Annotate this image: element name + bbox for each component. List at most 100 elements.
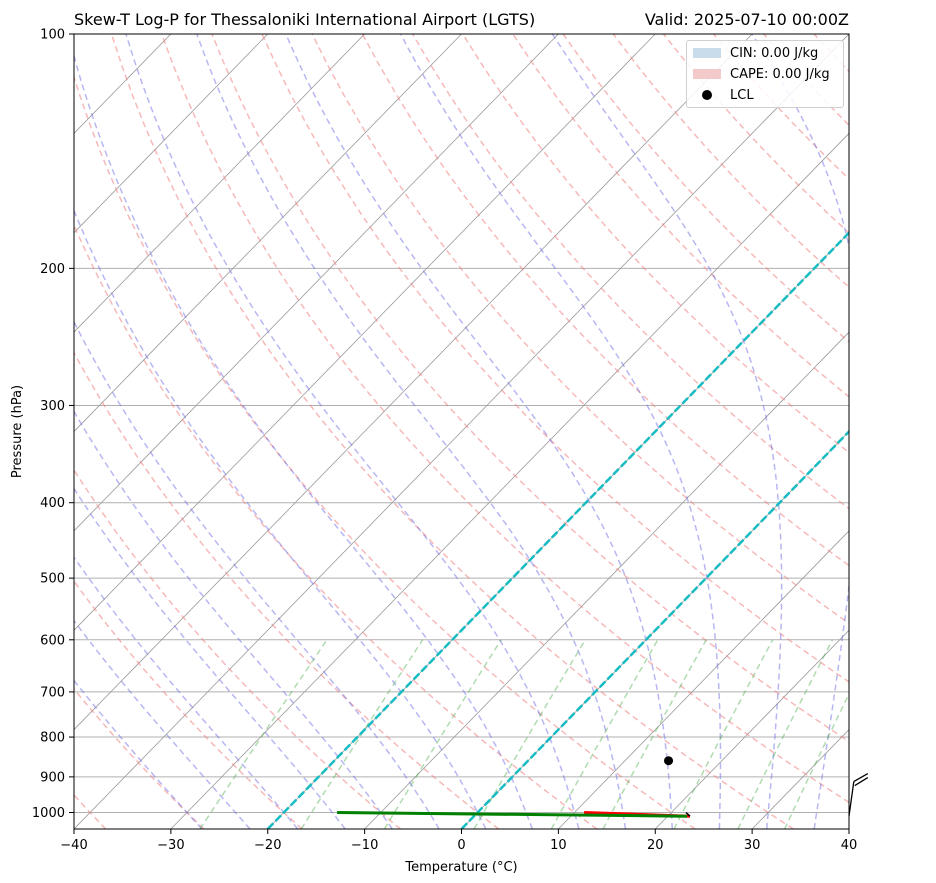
y-axis-label: Pressure (hPa): [10, 385, 25, 478]
legend-item-lcl: LCL: [693, 86, 754, 104]
lcl-marker-swatch: [693, 90, 721, 100]
y-tick-label: 500: [40, 572, 65, 587]
mixing-ratio-line: [783, 692, 849, 829]
dry-adiabat: [211, 34, 849, 743]
mixing-ratio-line: [550, 639, 659, 829]
isotherm-line: [74, 34, 559, 532]
mixing-ratio-line: [473, 639, 586, 829]
dry-adiabat: [462, 34, 849, 454]
plot-area: [74, 34, 936, 829]
moist-adiabat: [74, 556, 299, 829]
isotherm-line: [751, 729, 849, 829]
mixing-ratio-line: [737, 639, 833, 829]
moist-adiabat: [74, 679, 203, 829]
y-tick-label: 800: [40, 731, 65, 746]
legend-cin-label: CIN: 0.00 J/kg: [730, 45, 819, 61]
x-tick-label: 0: [457, 838, 465, 853]
mixing-ratio-line: [673, 639, 774, 829]
dewpoint-profile: [337, 811, 688, 818]
x-axis-label: Temperature (°C): [404, 860, 517, 875]
isotherm-line: [74, 34, 365, 333]
dry-adiabat: [713, 34, 849, 180]
mixing-ratio-line: [602, 639, 707, 829]
moist-adiabat: [74, 208, 487, 829]
x-tick-label: 40: [841, 838, 858, 853]
lcl-marker: [664, 756, 674, 766]
moist-adiabat: [910, 34, 936, 829]
y-tick-label: 1000: [32, 806, 65, 821]
moist-adiabat: [125, 34, 580, 829]
mixing-ratio-line: [300, 639, 424, 829]
isotherm-line: [461, 430, 849, 829]
dry-adiabat: [562, 34, 849, 343]
moist-adiabat: [399, 34, 722, 829]
dry-adiabat: [864, 34, 936, 829]
dry-adiabat: [74, 223, 598, 829]
isotherm-line: [170, 132, 849, 829]
dry-adiabat: [110, 34, 794, 829]
y-tick-label: 100: [40, 28, 65, 43]
dry-adiabat: [74, 351, 500, 829]
isotherm-line: [74, 34, 753, 731]
moist-adiabat: [551, 34, 783, 829]
isotherm-line: [654, 629, 849, 829]
dry-adiabat: [612, 34, 849, 289]
moist-adiabat: [74, 320, 440, 829]
isotherm-line: [74, 34, 462, 433]
isotherm-line: [74, 34, 849, 829]
x-tick-label: 20: [647, 838, 664, 853]
y-tick-label: 900: [40, 770, 65, 785]
moist-adiabat: [285, 34, 674, 829]
dry-adiabat: [662, 34, 849, 234]
isotherm-line: [364, 331, 849, 829]
dry-adiabat: [74, 580, 303, 829]
dry-adiabat: [74, 468, 401, 829]
dry-adiabat: [411, 34, 849, 510]
moist-adiabat: [74, 619, 251, 829]
x-tick-label: −30: [157, 838, 184, 853]
isotherm-line: [558, 530, 849, 829]
legend-cape-label: CAPE: 0.00 J/kg: [730, 66, 830, 82]
legend-item-cin: CIN: 0.00 J/kg: [693, 44, 818, 62]
dry-adiabat: [261, 34, 849, 683]
isotherm-line: [74, 34, 656, 631]
chart-title: Skew-T Log-P for Thessaloniki Internatio…: [74, 10, 536, 29]
isotherm-zero: [460, 429, 849, 829]
y-tick-label: 700: [40, 685, 65, 700]
wind-barb-flag: [853, 772, 869, 783]
isotherm-line: [267, 232, 849, 829]
y-tick-label: 300: [40, 399, 65, 414]
dry-adiabat: [914, 34, 936, 829]
dry-adiabat: [160, 34, 849, 804]
mixing-ratio-line: [199, 639, 328, 829]
x-tick-label: −10: [351, 838, 378, 853]
x-tick-label: −40: [60, 838, 87, 853]
y-tick-label: 600: [40, 633, 65, 648]
legend-item-cape: CAPE: 0.00 J/kg: [693, 65, 830, 83]
x-tick-label: 30: [744, 838, 761, 853]
mixing-ratio-line: [383, 639, 502, 829]
y-tick-label: 200: [40, 262, 65, 277]
parcel-profile: [685, 811, 691, 817]
dry-adiabat: [74, 74, 696, 829]
moist-adiabat: [751, 34, 849, 829]
dry-adiabat: [311, 34, 849, 625]
wind-barb-staff: [848, 781, 855, 817]
x-tick-label: 10: [550, 838, 567, 853]
isotherm-minus20: [266, 230, 849, 829]
wind-barb-flag: [854, 777, 869, 787]
y-tick-label: 400: [40, 496, 65, 511]
valid-time: Valid: 2025-07-10 00:00Z: [644, 10, 849, 29]
moist-adiabat: [74, 53, 534, 829]
cin-swatch: [693, 48, 721, 58]
moist-adiabat: [74, 487, 346, 829]
moist-adiabat: [74, 410, 393, 829]
dry-adiabat: [361, 34, 849, 567]
dry-adiabat: [763, 34, 849, 127]
isotherm-line: [74, 34, 269, 234]
moist-adiabat: [862, 34, 936, 829]
cape-swatch: [693, 69, 721, 79]
moist-adiabat: [196, 34, 627, 829]
x-tick-label: −20: [254, 838, 281, 853]
isotherm-line: [848, 828, 849, 829]
